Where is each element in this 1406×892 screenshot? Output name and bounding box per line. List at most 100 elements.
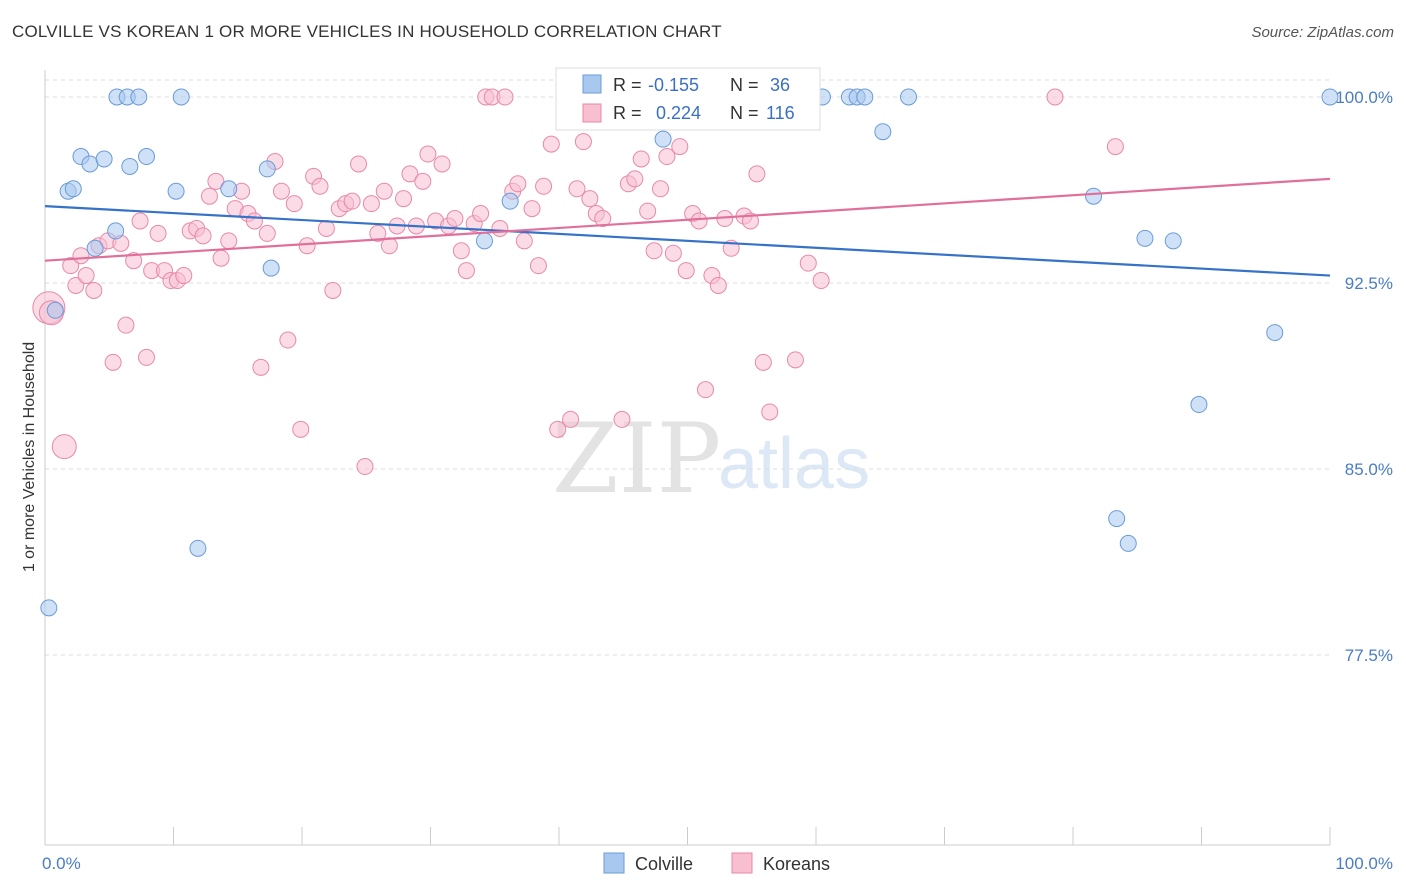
koreans-point (549, 420, 567, 438)
y-tick-label: 100.0% (1335, 88, 1393, 107)
y-axis-title: 1 or more Vehicles in Household (21, 342, 38, 572)
colville-r-label: R = (613, 75, 642, 95)
koreans-point (375, 182, 393, 200)
series-legend: Colville Koreans (603, 852, 830, 874)
koreans-point (452, 242, 470, 260)
x-tick-label-max: 100.0% (1335, 854, 1393, 873)
koreans-point (414, 172, 432, 190)
koreans-point (285, 195, 303, 213)
koreans-point (207, 172, 225, 190)
koreans-point (350, 155, 368, 173)
koreans-point (626, 170, 644, 188)
koreans-point (594, 210, 612, 228)
koreans-point (77, 267, 95, 285)
koreans-point (149, 224, 167, 242)
koreans-point (279, 331, 297, 349)
koreans-point (252, 358, 270, 376)
koreans-point (690, 212, 708, 230)
colville-point (95, 150, 113, 168)
koreans-r-label: R = (613, 103, 642, 123)
koreans-point (709, 276, 727, 294)
koreans-point (212, 249, 230, 267)
y-tick-label: 92.5% (1345, 274, 1393, 293)
koreans-n-value: 116 (766, 103, 795, 123)
colville-point (501, 192, 519, 210)
colville-point (262, 259, 280, 277)
koreans-point (292, 420, 310, 438)
koreans-n-label: N = (730, 103, 759, 123)
koreans-point (542, 135, 560, 153)
colville-point (1108, 510, 1126, 528)
koreans-point (645, 242, 663, 260)
colville-n-value: 36 (770, 75, 790, 95)
koreans-point (574, 133, 592, 151)
koreans-point (658, 148, 676, 166)
koreans-point (245, 212, 263, 230)
colville-point (81, 155, 99, 173)
koreans-swatch (582, 103, 602, 123)
koreans-point (117, 316, 135, 334)
koreans-point (1106, 138, 1124, 156)
koreans-point (311, 177, 329, 195)
trend-lines (44, 177, 1331, 277)
legend-colville-swatch (603, 852, 625, 874)
colville-point (121, 157, 139, 175)
koreans-point (639, 202, 657, 220)
koreans-point (446, 210, 464, 228)
koreans-point (491, 219, 509, 237)
koreans-point (613, 410, 631, 428)
colville-trend-line (44, 205, 1331, 277)
source-credit: Source: ZipAtlas.com (1251, 24, 1394, 41)
koreans-point (419, 145, 437, 163)
koreans-point (369, 224, 387, 242)
colville-point (189, 539, 207, 557)
koreans-point (562, 410, 580, 428)
colville-point (1119, 534, 1137, 552)
koreans-point (652, 180, 670, 198)
koreans-point (85, 281, 103, 299)
koreans-point (343, 192, 361, 210)
colville-point (86, 239, 104, 257)
koreans-point (529, 257, 547, 275)
colville-point (64, 180, 82, 198)
koreans-point (1046, 88, 1064, 106)
koreans-point (568, 180, 586, 198)
koreans-point (677, 262, 695, 280)
koreans-point (496, 88, 514, 106)
koreans-point (200, 187, 218, 205)
colville-point (46, 301, 64, 319)
colville-point (40, 599, 58, 617)
colville-n-label: N = (730, 75, 759, 95)
colville-point (172, 88, 190, 106)
koreans-point (632, 150, 650, 168)
koreans-point (799, 254, 817, 272)
koreans-point (395, 190, 413, 208)
legend-koreans-swatch (731, 852, 753, 874)
koreans-point (298, 237, 316, 255)
colville-point (258, 160, 276, 178)
tick-labels: 77.5% 85.0% 92.5% 100.0% 0.0% 100.0% (42, 88, 1393, 873)
koreans-point (272, 182, 290, 200)
koreans-point (125, 252, 143, 270)
watermark-zip: ZIP (552, 403, 721, 515)
koreans-point (696, 381, 714, 399)
koreans-point (515, 232, 533, 250)
koreans-point (523, 200, 541, 218)
koreans-r-value: 0.224 (656, 103, 701, 123)
colville-point (1266, 324, 1284, 342)
legend-koreans-label: Koreans (763, 854, 830, 874)
koreans-point (324, 281, 342, 299)
koreans-point (194, 227, 212, 245)
y-tick-label: 77.5% (1345, 646, 1393, 665)
koreans-point (509, 175, 527, 193)
colville-point (654, 130, 672, 148)
x-tick-label-min: 0.0% (42, 854, 81, 873)
koreans-point (138, 348, 156, 366)
koreans-point (472, 205, 490, 223)
colville-point (138, 148, 156, 166)
colville-point (1136, 229, 1154, 247)
colville-point (874, 123, 892, 141)
koreans-point (671, 138, 689, 156)
koreans-point (812, 272, 830, 290)
